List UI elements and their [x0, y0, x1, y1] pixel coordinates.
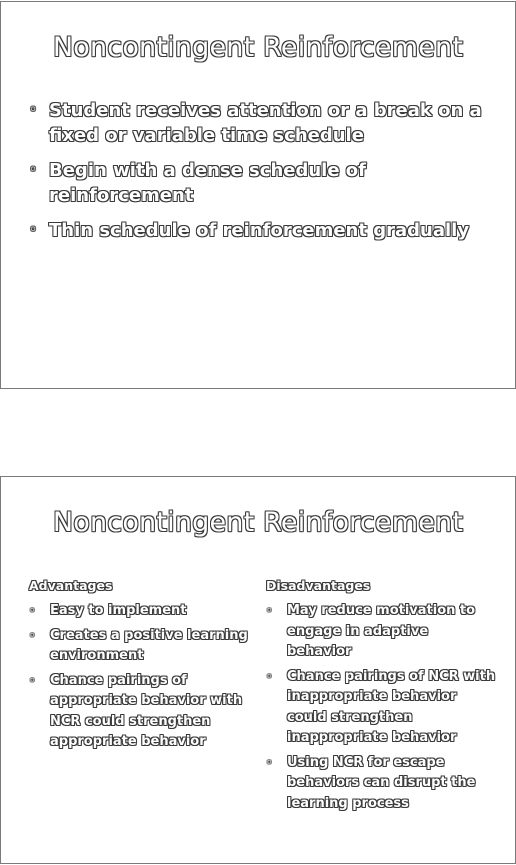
list-item: ◦ Chance pairings of NCR with inappropri…	[266, 667, 496, 749]
bullet-dot-icon: ◦	[266, 669, 273, 683]
slide-1-title: Noncontingent Reinforcement	[52, 32, 464, 63]
list-item-text: May reduce motivation to engage in adapt…	[287, 603, 476, 659]
advantages-heading: Advantages	[29, 578, 113, 593]
advantages-list: ◦ Easy to implement ◦ Creates a positive…	[29, 601, 254, 753]
list-item: ◦ Easy to implement	[29, 601, 254, 622]
advantages-column: Advantages ◦ Easy to implement ◦ Creates…	[29, 577, 254, 757]
bullet-dot-icon: ◦	[29, 673, 36, 687]
disadvantages-heading: Disadvantages	[266, 578, 371, 593]
slide-2: Noncontingent Reinforcement Advantages ◦…	[0, 476, 516, 864]
bullet-text: Thin schedule of reinforcement gradually	[49, 220, 470, 241]
disadvantages-list: ◦ May reduce motivation to engage in ada…	[266, 601, 496, 814]
bullet-dot-icon: ◦	[266, 604, 273, 617]
list-item-text: Easy to implement	[50, 603, 187, 618]
bullet-item: ◦ Student receives attention or a break …	[29, 98, 495, 148]
bullet-dot-icon: ◦	[29, 102, 38, 118]
bullet-text: Begin with a dense schedule of reinforce…	[49, 160, 367, 206]
slide-1: Noncontingent Reinforcement ◦ Student re…	[0, 1, 516, 389]
slide-1-bullet-list: ◦ Student receives attention or a break …	[29, 98, 495, 253]
list-item: ◦ Chance pairings of appropriate behavio…	[29, 671, 254, 753]
bullet-dot-icon: ◦	[29, 162, 38, 178]
list-item: ◦ Creates a positive learning environmen…	[29, 626, 254, 667]
slide-2-title: Noncontingent Reinforcement	[52, 507, 464, 538]
bullet-dot-icon: ◦	[29, 222, 38, 238]
list-item: ◦ Using NCR for escape behaviors can dis…	[266, 753, 496, 815]
list-item-text: Chance pairings of NCR with inappropriat…	[287, 668, 496, 746]
list-item-text: Creates a positive learning environment	[50, 627, 248, 664]
bullet-dot-icon: ◦	[29, 628, 36, 642]
list-item-text: Chance pairings of appropriate behavior …	[50, 672, 243, 750]
list-item-text: Using NCR for escape behaviors can disru…	[287, 754, 476, 811]
bullet-item: ◦ Thin schedule of reinforcement gradual…	[29, 218, 495, 243]
bullet-item: ◦ Begin with a dense schedule of reinfor…	[29, 158, 495, 208]
bullet-dot-icon: ◦	[266, 755, 273, 769]
disadvantages-column: Disadvantages ◦ May reduce motivation to…	[266, 577, 496, 818]
bullet-dot-icon: ◦	[29, 604, 36, 617]
bullet-text: Student receives attention or a break on…	[49, 100, 482, 146]
list-item: ◦ May reduce motivation to engage in ada…	[266, 601, 496, 663]
